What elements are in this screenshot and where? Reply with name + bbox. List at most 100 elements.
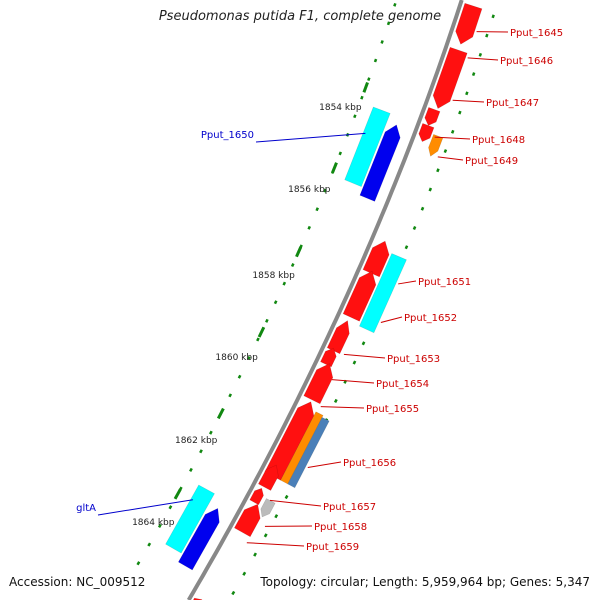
kbp-label: 1864 kbp <box>132 518 175 528</box>
tick-mark-outer <box>428 187 433 192</box>
gene-arrow-cyan <box>165 484 215 554</box>
tick-mark-inner <box>367 77 371 82</box>
tick-mark-outer <box>242 571 247 576</box>
genome-summary-text: Topology: circular; Length: 5,959,964 bp… <box>260 575 590 589</box>
tick-mark-inner <box>290 263 295 268</box>
tick-mark-inner <box>147 542 152 547</box>
gene-leader-line <box>246 542 305 547</box>
tick-mark-inner <box>265 318 269 323</box>
gene-label: Pput_1645 <box>510 28 563 39</box>
gene-arrow-red <box>455 2 483 45</box>
gene-arrow-red <box>257 464 279 491</box>
tick-mark-outer <box>412 225 417 230</box>
gene-leader-line <box>452 99 485 103</box>
kbp-label: 1854 kbp <box>319 103 362 113</box>
gene-leader-line <box>467 57 499 61</box>
tick-mark-outer <box>253 552 257 557</box>
kbp-label: 1860 kbp <box>215 353 258 363</box>
gene-arrow-red <box>326 320 350 355</box>
genome-backbone <box>186 0 464 600</box>
gene-leader-line <box>320 406 365 409</box>
tick-mark-inner <box>282 281 287 286</box>
tick-mark-inner <box>353 114 357 119</box>
gene-label: Pput_1653 <box>387 354 440 365</box>
tick-mark-inner <box>338 151 342 156</box>
gene-leader-line <box>307 461 342 468</box>
tick-mark-inner <box>360 95 364 100</box>
tick-mark-inner <box>237 374 242 379</box>
gene-label: gltA <box>76 503 96 514</box>
gene-label: Pput_1655 <box>366 404 419 415</box>
tick-mark-inner <box>386 21 391 26</box>
tick-mark-outer <box>333 398 338 404</box>
gene-leader-line <box>269 499 322 507</box>
gene-label: Pput_1646 <box>500 56 553 67</box>
tick-mark-outer <box>478 52 483 57</box>
tick-mark-outer <box>443 149 448 154</box>
major-tick <box>362 82 369 93</box>
tick-mark-inner <box>273 300 278 305</box>
gene-arrow-red <box>320 347 337 368</box>
tick-mark-outer <box>471 72 476 77</box>
gene-arrow-steelblue <box>287 416 330 489</box>
accession-text: Accession: NC_009512 <box>9 575 146 589</box>
gene-leader-line <box>343 353 386 359</box>
tick-mark-outer <box>361 341 366 346</box>
major-tick <box>173 488 182 500</box>
gene-arrow-blue <box>177 507 220 571</box>
tick-mark-outer <box>491 14 495 19</box>
gene-arrow-red <box>432 46 468 109</box>
gene-label: Pput_1649 <box>465 156 518 167</box>
tick-mark-outer <box>458 110 462 115</box>
gene-arrow-red <box>342 270 377 322</box>
gene-leader-line <box>97 499 193 516</box>
gene-leader-line <box>255 132 366 143</box>
tick-mark-inner <box>380 40 384 44</box>
gene-arrow-red <box>418 123 435 142</box>
tick-mark-inner <box>246 356 251 361</box>
tick-mark-outer <box>284 494 289 500</box>
gene-arrow-cyan <box>344 106 391 187</box>
gene-label: Pput_1648 <box>472 135 525 146</box>
gene-arrow-gray <box>260 498 276 518</box>
tick-mark-outer <box>274 514 279 519</box>
kbp-label: 1862 kbp <box>175 436 218 446</box>
tick-mark-inner <box>256 337 260 342</box>
tick-mark-inner <box>373 58 378 63</box>
gene-leader-line <box>437 156 464 161</box>
gene-leader-line <box>331 379 375 384</box>
gene-arrow-red <box>424 107 441 126</box>
tick-mark-outer <box>352 360 357 365</box>
tick-mark-inner <box>323 188 327 193</box>
gene-arrow-red <box>303 363 334 405</box>
tick-mark-inner <box>393 2 397 7</box>
tick-mark-outer <box>450 129 455 134</box>
tick-mark-outer <box>436 168 440 173</box>
tick-mark-outer <box>420 206 425 211</box>
tick-mark-outer <box>404 245 409 250</box>
tick-mark-inner <box>168 505 173 510</box>
major-tick <box>257 326 266 338</box>
gene-leader-line <box>380 316 403 323</box>
tick-mark-inner <box>208 430 213 435</box>
gene-arrow-red <box>233 503 261 538</box>
kbp-label: 1856 kbp <box>288 185 331 195</box>
gene-label: Pput_1651 <box>418 277 471 288</box>
tick-mark-outer <box>465 91 469 96</box>
gene-label: Pput_1654 <box>376 379 429 390</box>
gene-label: Pput_1659 <box>306 542 359 553</box>
tick-mark-outer <box>231 590 236 596</box>
gene-label: Pput_1658 <box>314 522 367 533</box>
tick-mark-inner <box>157 523 162 528</box>
tick-mark-inner <box>315 207 319 212</box>
tick-mark-inner <box>307 225 311 230</box>
map-title: Pseudomonas putida F1, complete genome <box>158 9 442 24</box>
tick-mark-outer <box>263 533 268 538</box>
gene-leader-line <box>398 280 417 285</box>
tick-mark-inner <box>189 467 193 473</box>
gene-arrow-cyan <box>359 253 407 334</box>
gene-label: Pput_1657 <box>323 502 376 513</box>
gene-label: Pput_1647 <box>486 98 539 109</box>
